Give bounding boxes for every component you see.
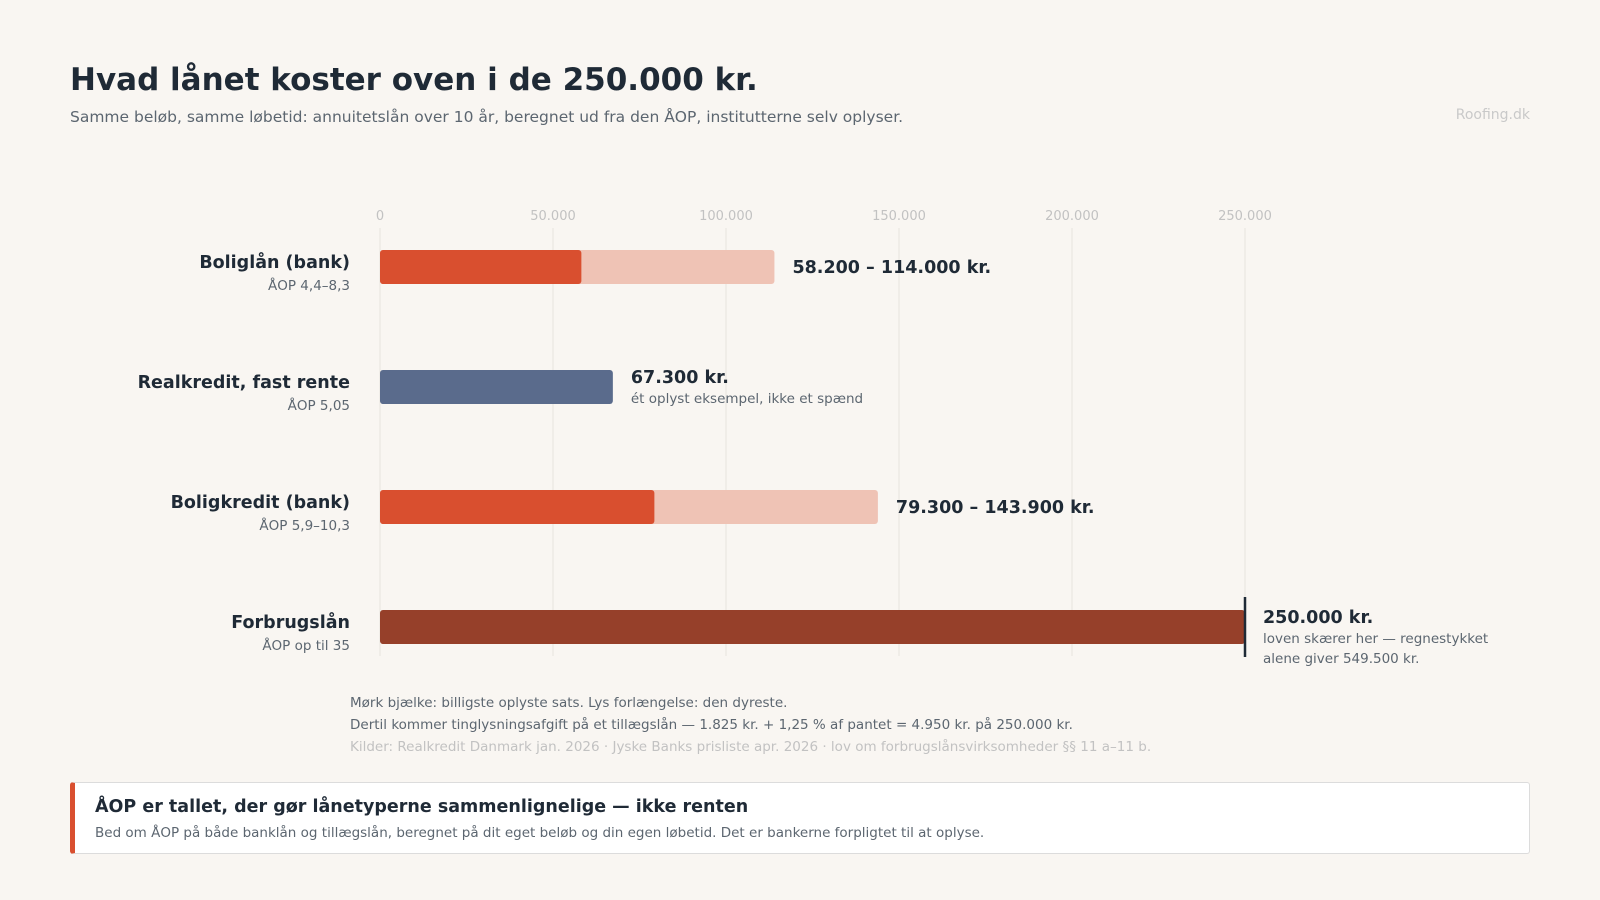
category-label: Boligkredit (bank): [171, 493, 350, 513]
x-tick-label: 250.000: [1218, 209, 1272, 224]
data-label-note: ét oplyst eksempel, ikke et spænd: [631, 391, 863, 407]
chart-notes: Mørk bjælke: billigste oplyste sats. Lys…: [350, 692, 1151, 758]
x-tick-label: 0: [376, 209, 384, 224]
callout-heading: ÅOP er tallet, der gør lånetyperne samme…: [95, 797, 749, 817]
data-label-note: alene giver 549.500 kr.: [1263, 651, 1419, 667]
x-tick-label: 50.000: [530, 209, 576, 224]
sources-note: Kilder: Realkredit Danmark jan. 2026 · J…: [350, 739, 1152, 755]
category-label: Realkredit, fast rente: [138, 373, 351, 393]
callout-body: Bed om ÅOP på både banklån og tillægslån…: [95, 825, 985, 841]
bar: [380, 610, 1245, 644]
data-label: 58.200 – 114.000 kr.: [792, 258, 991, 278]
bar: [380, 250, 582, 284]
bar: [380, 370, 613, 404]
category-label: Boliglån (bank): [199, 251, 350, 273]
legend-note: Mørk bjælke: billigste oplyste sats. Lys…: [350, 695, 788, 711]
category-sublabel: ÅOP 4,4–8,3: [268, 277, 350, 294]
data-label: 250.000 kr.: [1263, 608, 1373, 628]
bar-chart: 0 50.000 100.000 150.000 200.000 250.000 Bolig…: [138, 209, 1489, 667]
fee-note: Dertil kommer tinglysningsafgift på et t…: [350, 717, 1073, 733]
category-sublabel: ÅOP 5,9–10,3: [259, 517, 350, 534]
brand-logo[interactable]: Roofing.dk: [1455, 107, 1530, 123]
x-tick-label: 150.000: [872, 209, 926, 224]
category-sublabel: ÅOP 5,05: [288, 397, 350, 414]
callout-box: ÅOP er tallet, der gør lånetyperne samme…: [70, 782, 1530, 854]
bar: [380, 490, 655, 524]
data-label-note: loven skærer her — regnestykket: [1263, 631, 1488, 647]
page-title: Hvad lånet koster oven i de 250.000 kr.: [70, 62, 758, 98]
category-label: Forbrugslån: [231, 611, 350, 633]
x-tick-label: 100.000: [699, 209, 753, 224]
x-tick-label: 200.000: [1045, 209, 1099, 224]
page-subtitle: Samme beløb, samme løbetid: annuitetslån…: [70, 108, 904, 126]
data-label: 79.300 – 143.900 kr.: [896, 498, 1095, 518]
data-label: 67.300 kr.: [631, 368, 729, 388]
category-sublabel: ÅOP op til 35: [262, 637, 350, 654]
